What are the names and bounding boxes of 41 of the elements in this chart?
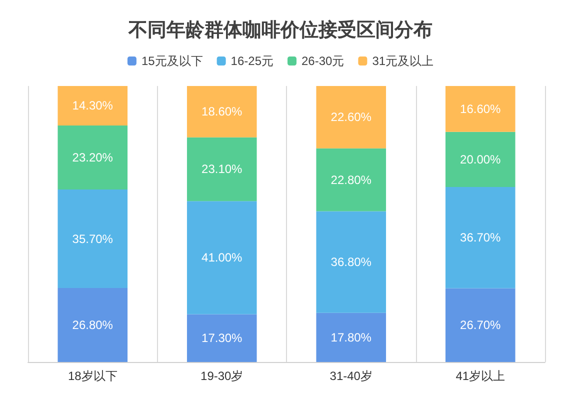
bar xyxy=(58,86,128,126)
bar xyxy=(58,288,128,362)
bar xyxy=(316,211,386,313)
data-label: 14.30% xyxy=(72,98,114,113)
bar xyxy=(186,137,257,202)
x-tick-label: 19-30岁 xyxy=(200,369,244,383)
bar xyxy=(186,314,257,362)
data-label: 26.70% xyxy=(460,318,502,332)
data-label: 23.10% xyxy=(202,162,243,176)
bar xyxy=(316,86,386,148)
data-label: 16.60% xyxy=(460,102,502,116)
x-tick-label: 41岁以上 xyxy=(456,369,506,383)
data-label: 18.60% xyxy=(202,104,243,119)
data-label: 36.70% xyxy=(460,230,502,245)
legend-label: 15元及以下 xyxy=(141,54,203,68)
x-tick-label: 31-40岁 xyxy=(330,369,372,383)
data-label: 35.70% xyxy=(72,232,114,246)
bar xyxy=(445,288,516,362)
data-label: 20.00% xyxy=(460,152,502,166)
bar xyxy=(316,312,386,362)
data-label: 22.80% xyxy=(330,172,372,187)
data-label: 17.30% xyxy=(202,331,243,346)
chart-title: 不同年龄群体咖啡价位接受区间分布 xyxy=(128,19,432,41)
bar xyxy=(445,132,516,188)
legend-label: 26-30元 xyxy=(302,54,344,68)
data-label: 22.60% xyxy=(330,110,372,124)
bar xyxy=(58,125,128,190)
legend-label: 31元及以上 xyxy=(372,54,434,68)
data-label: 36.80% xyxy=(330,255,372,270)
data-label: 26.80% xyxy=(72,318,114,332)
bar xyxy=(316,148,386,212)
bar xyxy=(58,190,128,288)
bar xyxy=(186,201,257,314)
bar xyxy=(445,86,516,132)
data-label: 41.00% xyxy=(202,250,243,265)
data-label: 23.20% xyxy=(72,150,114,164)
legend-label: 16-25元 xyxy=(230,54,274,68)
bar xyxy=(445,187,516,288)
data-label: 17.80% xyxy=(330,330,372,344)
x-tick-label: 18岁以下 xyxy=(68,369,118,383)
bar xyxy=(186,86,257,138)
